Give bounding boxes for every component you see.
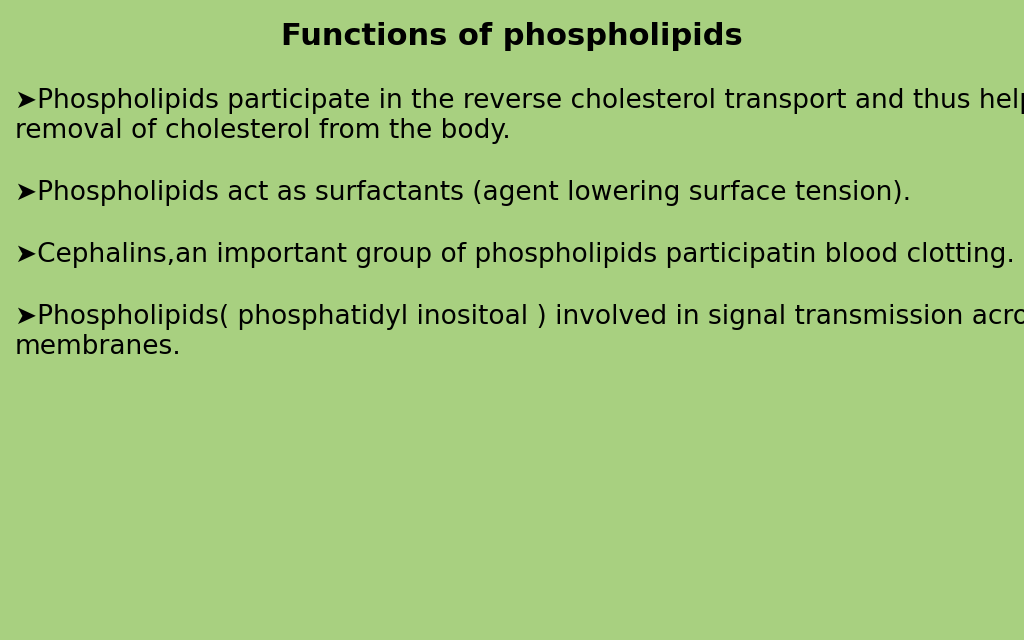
Text: membranes.: membranes. — [15, 334, 181, 360]
Text: ➤Phospholipids( phosphatidyl inositoal ) involved in signal transmission across: ➤Phospholipids( phosphatidyl inositoal )… — [15, 304, 1024, 330]
Text: Functions of phospholipids: Functions of phospholipids — [282, 22, 742, 51]
Text: ➤Phospholipids act as surfactants (agent lowering surface tension).: ➤Phospholipids act as surfactants (agent… — [15, 180, 911, 206]
Text: ➤Cephalins,an important group of phospholipids participatin blood clotting.: ➤Cephalins,an important group of phospho… — [15, 242, 1015, 268]
Text: ➤Phospholipids participate in the reverse cholesterol transport and thus help in: ➤Phospholipids participate in the revers… — [15, 88, 1024, 114]
Text: removal of cholesterol from the body.: removal of cholesterol from the body. — [15, 118, 511, 144]
